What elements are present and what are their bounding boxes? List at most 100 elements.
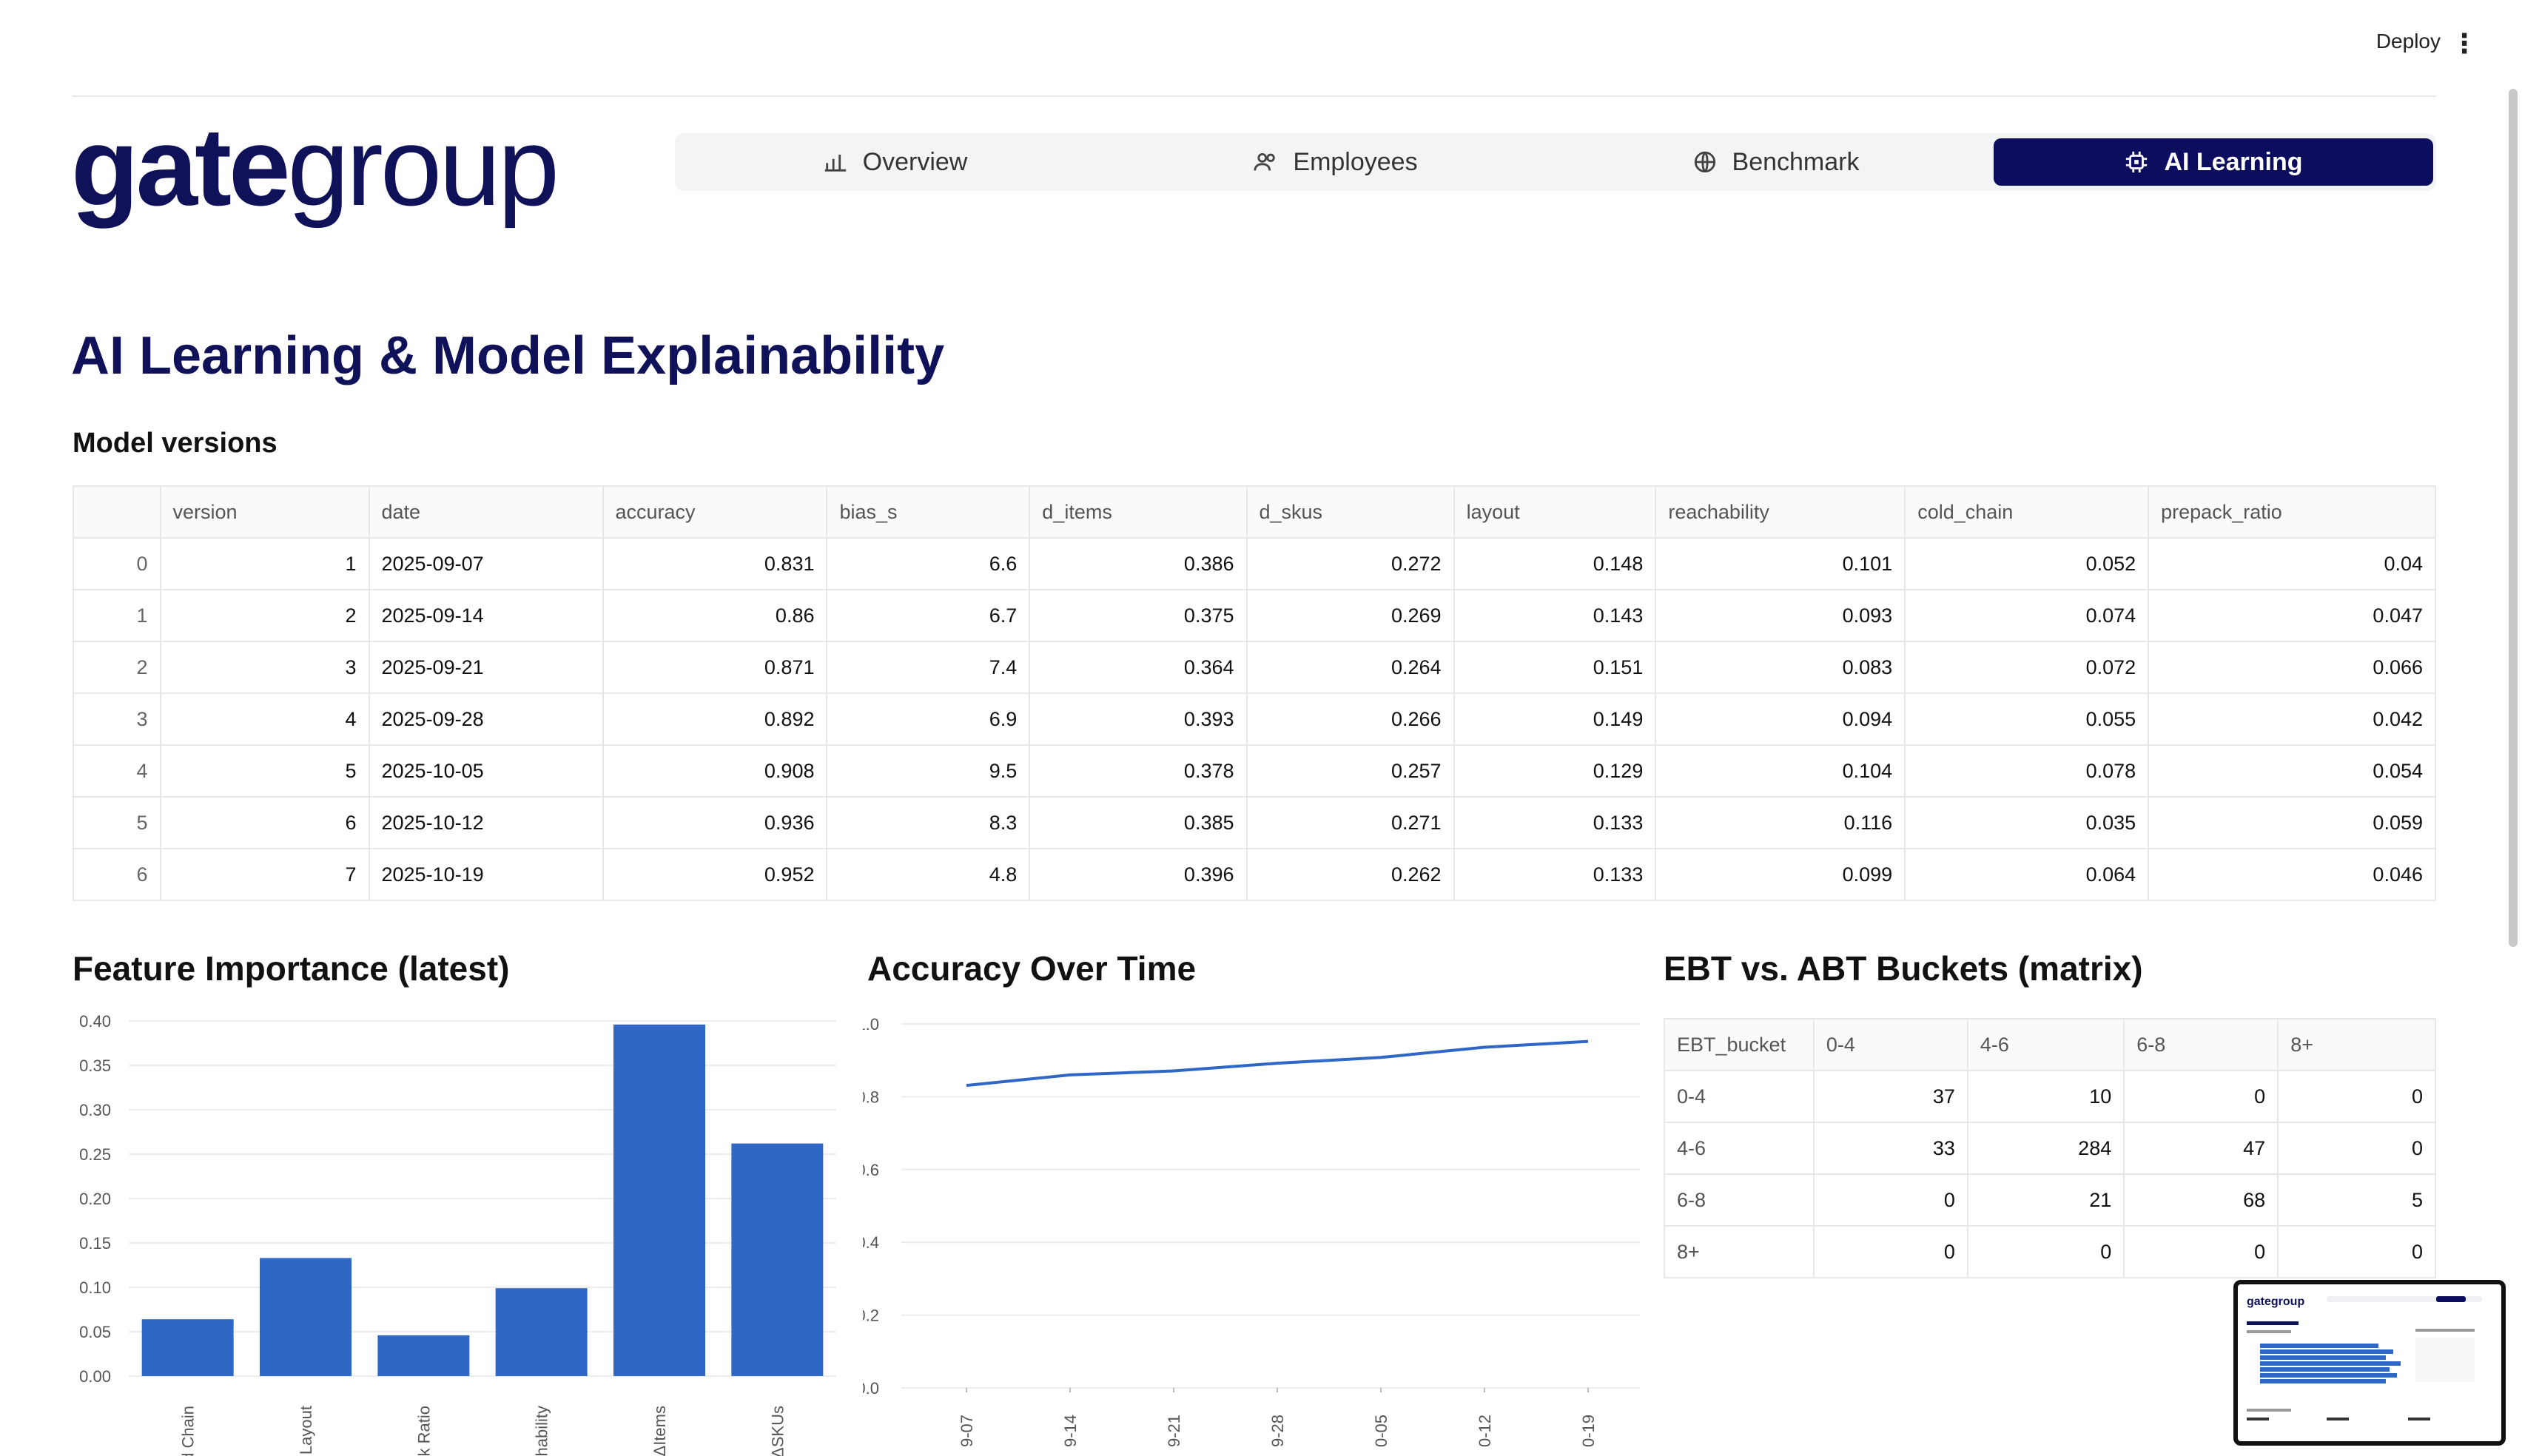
table-cell[interactable]: 8+ [1664,1225,1815,1278]
table-cell[interactable]: 0 [2123,1070,2279,1123]
table-cell[interactable]: 0.133 [1453,796,1657,849]
ebt-matrix-table[interactable]: EBT_bucket 0-4 4-6 6-8 8+ 0-4 37 10 0 0 4-6 33 284 4… [1664,1018,2436,1278]
table-cell[interactable]: 0.052 [1904,537,2150,590]
table-cell[interactable]: 2025-10-12 [368,796,604,849]
table-cell[interactable]: 0.257 [1245,744,1455,798]
table-cell[interactable]: 0.133 [1453,848,1657,901]
table-cell[interactable]: 0.892 [602,692,828,746]
table-cell[interactable]: 0.054 [2148,744,2436,798]
table-cell[interactable]: 0.104 [1655,744,1906,798]
table-cell[interactable]: 1 [159,537,370,590]
table-cell[interactable]: 6.9 [826,692,1031,746]
table-cell[interactable]: 0.396 [1029,848,1248,901]
table-row[interactable]: 4 5 2025-10-05 0.908 9.5 0.378 0.257 0.129 0.104… [73,744,2436,798]
table-cell[interactable]: 0.143 [1453,589,1657,642]
table-cell[interactable]: 68 [2123,1173,2279,1227]
table-cell[interactable]: 0.86 [602,589,828,642]
column-header[interactable]: 6-8 [2123,1018,2279,1071]
table-cell[interactable]: 0.066 [2148,641,2436,694]
column-header[interactable]: layout [1453,485,1657,539]
table-cell[interactable]: 6-8 [1664,1173,1815,1227]
table-cell[interactable]: 0.266 [1245,692,1455,746]
column-header[interactable]: 4-6 [1966,1018,2125,1071]
table-cell[interactable]: 0.393 [1029,692,1248,746]
table-cell[interactable]: 47 [2123,1122,2279,1175]
table-cell[interactable]: 0.064 [1904,848,2150,901]
table-cell[interactable]: 0.055 [1904,692,2150,746]
table-cell[interactable]: 37 [1812,1070,1968,1123]
table-cell[interactable]: 0.871 [602,641,828,694]
table-cell[interactable]: 0.364 [1029,641,1248,694]
table-cell[interactable]: 0 [2277,1070,2436,1123]
table-cell[interactable]: 0.148 [1453,537,1657,590]
kebab-menu-icon[interactable]: ⋮ [2451,28,2478,58]
table-cell[interactable]: 0.04 [2148,537,2436,590]
table-cell[interactable]: 0.262 [1245,848,1455,901]
table-cell[interactable]: 4-6 [1664,1122,1815,1175]
column-header[interactable]: accuracy [602,485,828,539]
table-row[interactable]: 6-8 0 21 68 5 [1664,1173,2436,1227]
table-cell[interactable]: 0.271 [1245,796,1455,849]
accuracy-over-time-chart[interactable]: 0.0 0.2 0.4 0.6 0.8 1.0 9-07 9-14 9-21 9-28 0-05 0-… [863,1006,1647,1456]
table-cell[interactable]: 0 [2277,1225,2436,1278]
column-header[interactable]: cold_chain [1904,485,2150,539]
table-cell[interactable]: 3 [159,641,370,694]
column-header[interactable]: 0-4 [1812,1018,1968,1071]
table-cell[interactable]: 0 [2277,1122,2436,1175]
table-cell[interactable]: 33 [1812,1122,1968,1175]
table-cell[interactable]: 0 [1966,1225,2125,1278]
column-header[interactable]: EBT_bucket [1664,1018,1815,1071]
table-cell[interactable]: 0.151 [1453,641,1657,694]
column-header[interactable]: d_skus [1245,485,1455,539]
table-cell[interactable]: 0-4 [1664,1070,1815,1123]
table-cell[interactable]: 4.8 [826,848,1031,901]
table-cell[interactable]: 0.035 [1904,796,2150,849]
table-cell[interactable]: 2025-09-07 [368,537,604,590]
table-cell[interactable]: 2025-10-05 [368,744,604,798]
table-cell[interactable]: 2 [159,589,370,642]
table-cell[interactable]: 0.046 [2148,848,2436,901]
table-cell[interactable]: 0 [1812,1173,1968,1227]
table-cell[interactable]: 1 [73,589,161,642]
table-cell[interactable]: 6.7 [826,589,1031,642]
column-header[interactable]: bias_s [826,485,1031,539]
table-cell[interactable]: 10 [1966,1070,2125,1123]
table-row[interactable]: 5 6 2025-10-12 0.936 8.3 0.385 0.271 0.133 0.116… [73,796,2436,849]
table-cell[interactable]: 0.099 [1655,848,1906,901]
table-cell[interactable]: 5 [159,744,370,798]
table-cell[interactable]: 0.831 [602,537,828,590]
feature-importance-chart[interactable]: 0.00 0.05 0.10 0.15 0.20 0.25 0.30 0.35 0.40 d Ch… [67,1006,851,1456]
tab-ai-learning[interactable]: AI Learning [1994,138,2433,186]
table-cell[interactable]: 0.129 [1453,744,1657,798]
table-cell[interactable]: 0.908 [602,744,828,798]
table-cell[interactable]: 284 [1966,1122,2125,1175]
table-cell[interactable]: 0.375 [1029,589,1248,642]
table-cell[interactable]: 5 [2277,1173,2436,1227]
table-cell[interactable]: 2025-09-28 [368,692,604,746]
table-cell[interactable]: 0 [2123,1225,2279,1278]
column-header[interactable]: prepack_ratio [2148,485,2436,539]
table-cell[interactable]: 9.5 [826,744,1031,798]
table-cell[interactable]: 0.386 [1029,537,1248,590]
table-cell[interactable]: 8.3 [826,796,1031,849]
table-cell[interactable]: 0.936 [602,796,828,849]
table-cell[interactable]: 4 [73,744,161,798]
table-cell[interactable]: 0.059 [2148,796,2436,849]
tab-benchmark[interactable]: Benchmark [1556,133,1996,191]
table-cell[interactable]: 0.074 [1904,589,2150,642]
table-cell[interactable]: 0 [73,537,161,590]
table-cell[interactable]: 0.093 [1655,589,1906,642]
table-cell[interactable]: 0.272 [1245,537,1455,590]
table-cell[interactable]: 6 [73,848,161,901]
column-header[interactable]: version [159,485,370,539]
table-cell[interactable]: 0.047 [2148,589,2436,642]
table-cell[interactable]: 5 [73,796,161,849]
preview-thumbnail[interactable]: gategroup [2233,1280,2506,1446]
column-header[interactable]: d_items [1029,485,1248,539]
table-row[interactable]: 0 1 2025-09-07 0.831 6.6 0.386 0.272 0.148 0.101… [73,537,2436,590]
table-cell[interactable]: 4 [159,692,370,746]
table-cell[interactable]: 0 [1812,1225,1968,1278]
table-cell[interactable]: 0.264 [1245,641,1455,694]
column-header[interactable] [73,485,161,539]
table-row[interactable]: 3 4 2025-09-28 0.892 6.9 0.393 0.266 0.149 0.094… [73,692,2436,746]
